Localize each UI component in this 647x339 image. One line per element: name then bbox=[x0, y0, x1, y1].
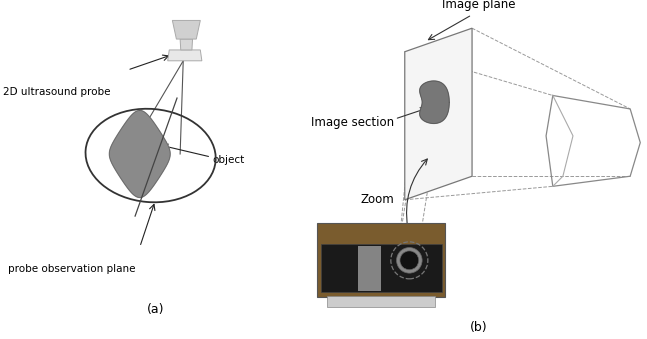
FancyBboxPatch shape bbox=[317, 223, 445, 297]
Text: Zoom: Zoom bbox=[361, 193, 395, 206]
Polygon shape bbox=[405, 28, 472, 200]
Text: object: object bbox=[213, 155, 245, 165]
Text: (a): (a) bbox=[146, 303, 164, 316]
Circle shape bbox=[397, 247, 422, 273]
Polygon shape bbox=[172, 20, 201, 39]
Circle shape bbox=[400, 251, 419, 270]
FancyBboxPatch shape bbox=[327, 296, 435, 307]
Text: (b): (b) bbox=[470, 321, 488, 334]
Text: Image section: Image section bbox=[311, 116, 393, 129]
Polygon shape bbox=[420, 81, 449, 123]
FancyBboxPatch shape bbox=[321, 244, 442, 292]
Text: Image plane: Image plane bbox=[442, 0, 516, 12]
Text: 2D ultrasound probe: 2D ultrasound probe bbox=[3, 87, 111, 97]
Polygon shape bbox=[168, 50, 202, 61]
Text: probe observation plane: probe observation plane bbox=[8, 264, 135, 274]
FancyBboxPatch shape bbox=[358, 246, 381, 291]
Polygon shape bbox=[109, 111, 170, 197]
Polygon shape bbox=[180, 39, 193, 50]
